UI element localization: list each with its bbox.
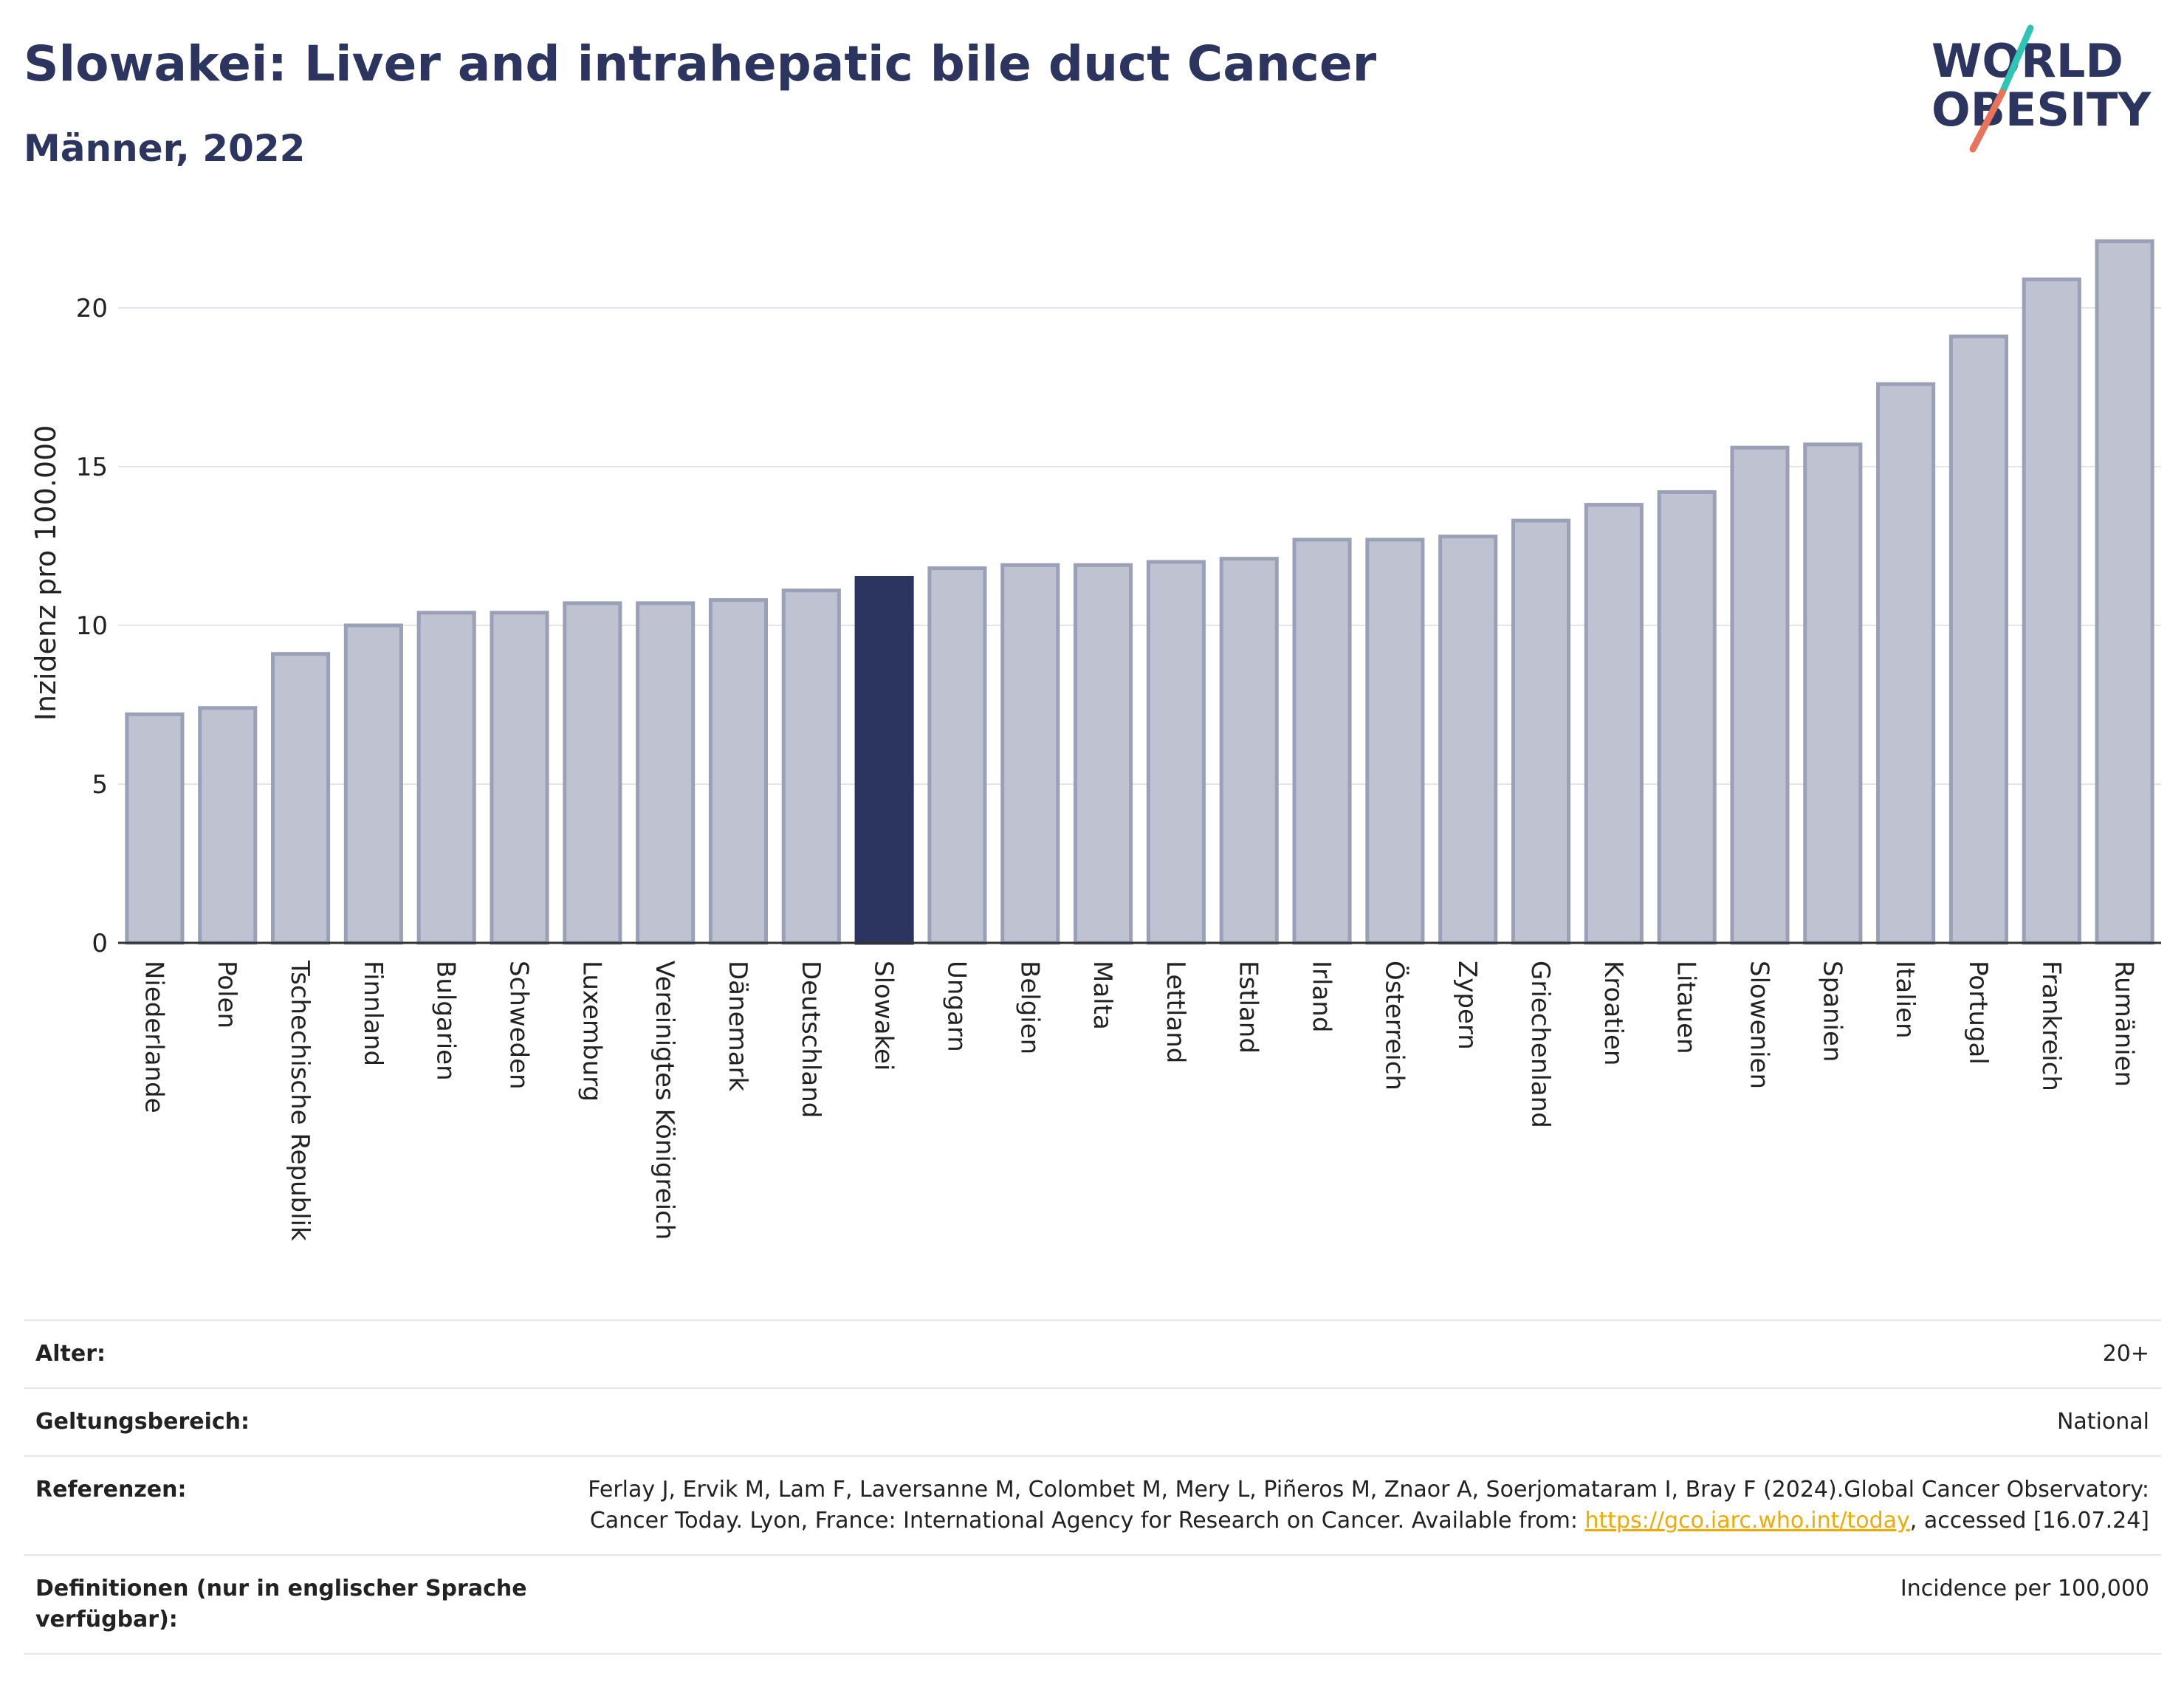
x-tick-label: Spanien <box>1817 961 1847 1062</box>
references-link[interactable]: https://gco.iarc.who.int/today <box>1584 1508 1910 1534</box>
bar-deutschland[interactable] <box>781 588 841 945</box>
chart-title: Slowakei: Liver and intrahepatic bile du… <box>24 35 1377 92</box>
bar-spanien[interactable] <box>1803 442 1863 945</box>
bar-tschechische-republik[interactable] <box>271 652 331 945</box>
x-tick-label: Lettland <box>1161 961 1190 1063</box>
scope-value: National <box>2056 1409 2149 1435</box>
bar-rumänien[interactable] <box>2095 239 2154 945</box>
scope-label: Geltungsbereich: <box>35 1409 250 1435</box>
bar-österreich[interactable] <box>1365 538 1425 945</box>
age-label: Alter: <box>35 1341 106 1367</box>
bar-belgien[interactable] <box>1000 563 1060 945</box>
x-tick-label: Estland <box>1234 961 1263 1054</box>
x-tick-label: Zypern <box>1452 961 1482 1050</box>
x-tick-label: Griechenland <box>1525 961 1555 1128</box>
x-tick-label: Dänemark <box>723 961 752 1091</box>
world-obesity-logo: WORLD OBESITY <box>1931 24 2152 153</box>
age-value: 20+ <box>2102 1341 2149 1367</box>
bar-finnland[interactable] <box>343 623 403 945</box>
y-tick-label: 5 <box>92 770 108 800</box>
x-tick-label: Niederlande <box>139 961 168 1113</box>
meta-row-definitions: Definitionen (nur in englischer Sprache … <box>24 1554 2161 1655</box>
bar-niederlande[interactable] <box>125 712 185 945</box>
meta-row-age: Alter: 20+ <box>24 1319 2161 1387</box>
bar-slowenien[interactable] <box>1730 445 1790 945</box>
bar-italien[interactable] <box>1876 382 1936 945</box>
references-label: Referenzen: <box>35 1477 187 1503</box>
bar-irland[interactable] <box>1292 538 1352 945</box>
bar-litauen[interactable] <box>1657 490 1717 945</box>
x-tick-label: Schweden <box>504 961 534 1090</box>
x-tick-label: Polen <box>212 961 241 1029</box>
bar-ungarn[interactable] <box>927 566 987 945</box>
references-text: Ferlay J, Ervik M, Lam F, Laversanne M, … <box>588 1477 2149 1534</box>
x-tick-label: Portugal <box>1963 961 1993 1065</box>
bar-lettland[interactable] <box>1146 560 1206 945</box>
x-tick-label: Slowakei <box>869 961 899 1071</box>
x-tick-label: Tschechische Republik <box>285 960 315 1241</box>
x-tick-label: Luxemburg <box>577 961 606 1102</box>
x-tick-label: Vereinigtes Königreich <box>650 961 679 1240</box>
x-tick-label: Irland <box>1307 961 1336 1032</box>
bar-vereinigtes-königreich[interactable] <box>636 601 696 945</box>
logo-slash-top <box>1999 24 2034 96</box>
meta-row-references: Referenzen: Ferlay J, Ervik M, Lam F, La… <box>24 1455 2161 1554</box>
x-tick-label: Deutschland <box>796 961 825 1118</box>
bar-dänemark[interactable] <box>708 598 769 945</box>
bar-malta[interactable] <box>1074 563 1133 945</box>
bar-bulgarien[interactable] <box>416 611 476 945</box>
references-accessed: , accessed [16.07.24] <box>1909 1508 2149 1534</box>
y-tick-label: 20 <box>76 294 108 323</box>
x-tick-label: Ungarn <box>941 961 971 1052</box>
chart-subtitle: Männer, 2022 <box>24 127 306 170</box>
logo-text-obesity: OBESITY <box>1931 83 2152 137</box>
x-axis-tick-labels: Niederlande Polen Tschechische Republik Fin… <box>139 960 2138 1241</box>
bar-polen[interactable] <box>198 706 258 945</box>
bar-estland[interactable] <box>1219 557 1279 945</box>
definitions-value: Incidence per 100,000 <box>1900 1576 2149 1601</box>
metadata-table: Alter: 20+ Geltungsbereich: National Ref… <box>24 1319 2161 1655</box>
y-tick-label: 10 <box>76 611 108 641</box>
logo-slash-bottom <box>1969 89 2006 153</box>
bar-schweden[interactable] <box>490 611 549 945</box>
bar-frankreich[interactable] <box>2022 277 2081 945</box>
y-tick-label: 0 <box>92 929 108 958</box>
x-tick-label: Frankreich <box>2036 961 2066 1091</box>
x-tick-label: Rumänien <box>2109 961 2139 1087</box>
bar-slowakei[interactable] <box>854 576 914 945</box>
y-tick-label: 15 <box>76 453 108 482</box>
x-tick-label: Kroatien <box>1598 961 1628 1065</box>
x-tick-label: Finnland <box>358 961 388 1066</box>
bar-chart: 0 5 10 15 20 Niederlande Polen Tschechische Re… <box>30 239 2161 1241</box>
y-axis-title: Inzidenz pro 100.000 <box>30 425 62 721</box>
references-value: Ferlay J, Ervik M, Lam F, Laversanne M, … <box>552 1474 2149 1537</box>
x-tick-label: Österreich <box>1379 961 1409 1091</box>
bar-griechenland[interactable] <box>1511 518 1571 945</box>
meta-row-scope: Geltungsbereich: National <box>24 1387 2161 1455</box>
x-tick-label: Italien <box>1890 961 1920 1039</box>
y-axis-ticks: 0 5 10 15 20 <box>76 294 108 958</box>
bars <box>125 239 2154 945</box>
bar-portugal[interactable] <box>1948 334 2008 945</box>
x-tick-label: Bulgarien <box>431 961 461 1081</box>
bar-zypern[interactable] <box>1438 535 1498 945</box>
x-tick-label: Malta <box>1088 961 1117 1030</box>
bar-kroatien[interactable] <box>1584 503 1644 945</box>
bar-luxemburg[interactable] <box>563 601 622 945</box>
x-tick-label: Litauen <box>1672 961 1701 1054</box>
x-tick-label: Slowenien <box>1744 961 1773 1089</box>
x-tick-label: Belgien <box>1014 961 1044 1054</box>
definitions-label: Definitionen (nur in englischer Sprache … <box>35 1576 527 1633</box>
